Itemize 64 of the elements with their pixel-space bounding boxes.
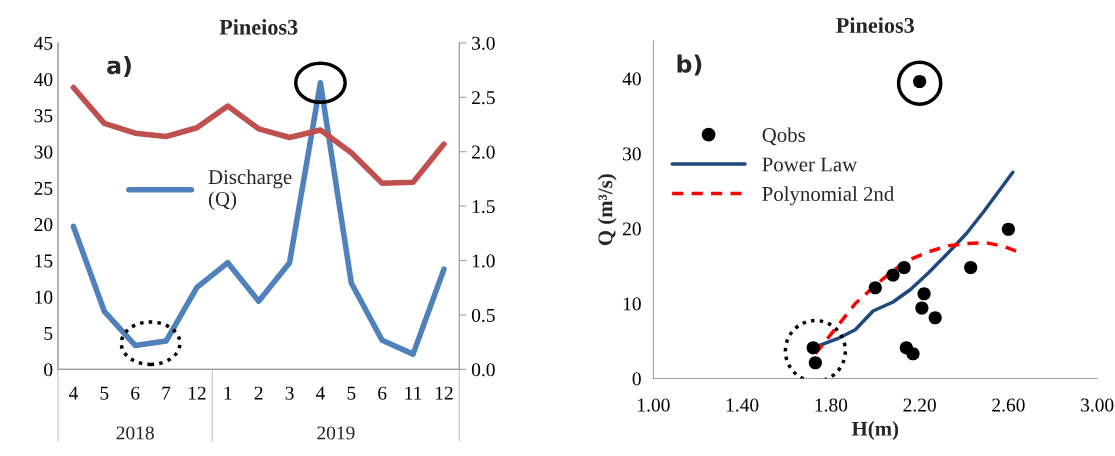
y2-tick-label: 3.0 — [472, 36, 495, 50]
legend-label: Polynomial 2nd — [762, 186, 894, 206]
point — [964, 260, 978, 275]
x-tick-label: 3.00 — [1081, 398, 1114, 412]
x-axis-title: H(m) — [851, 421, 899, 441]
x-tick-label: 7 — [162, 386, 171, 400]
legend-label: Power Law — [762, 157, 858, 172]
y2-tick-label: 0.5 — [471, 308, 495, 322]
x-tick-label: 5 — [347, 386, 356, 400]
y-tick-label: 15 — [35, 254, 53, 268]
y2-tick-label: 0.0 — [471, 363, 495, 377]
y-tick-label: 45 — [34, 36, 53, 50]
chart-title: Pineios3 — [219, 19, 298, 35]
y2-tick-label: 2.0 — [472, 145, 495, 159]
annotation: b) — [677, 54, 702, 76]
x-tick-label: 4 — [315, 386, 325, 400]
x-tick-label: 2 — [254, 386, 263, 400]
x-tick-label: 12 — [188, 386, 206, 400]
text: 2019 — [317, 426, 355, 440]
chart-title: Pineios3 — [836, 17, 915, 33]
y-tick-label: 30 — [34, 145, 53, 159]
text: 2018 — [116, 426, 154, 440]
y-tick-label: 30 — [623, 147, 641, 161]
x-tick-label: 2.60 — [992, 398, 1025, 412]
x-tick-label: 1.40 — [726, 398, 759, 412]
legend-label: Discharge (Q) — [208, 169, 292, 211]
y-tick-label: 5 — [44, 327, 53, 341]
point — [917, 287, 931, 301]
x-tick-label: 1.80 — [815, 398, 848, 412]
point — [906, 347, 920, 361]
x-tick-label: 3 — [285, 386, 294, 400]
point — [808, 356, 822, 370]
point — [886, 268, 900, 282]
y-tick-label: 25 — [34, 181, 53, 195]
y-tick-label: 20 — [622, 222, 641, 236]
x-tick-label: 1 — [224, 386, 232, 400]
y-tick-label: 10 — [35, 290, 53, 304]
point — [897, 260, 911, 275]
y-tick-label: 40 — [34, 72, 53, 87]
annotation: a) — [107, 55, 131, 77]
point — [806, 341, 820, 355]
x-tick-label: 12 — [435, 386, 453, 400]
x-tick-label: 11 — [405, 386, 422, 400]
y-tick-label: 35 — [34, 109, 53, 123]
x-tick-label: 6 — [378, 386, 387, 400]
point — [868, 281, 882, 295]
y2-tick-label: 1.5 — [472, 200, 495, 214]
y-tick-label: 10 — [623, 297, 641, 311]
x-tick-label: 4 — [68, 386, 78, 400]
x-tick-label: 5 — [100, 386, 109, 400]
point — [1001, 222, 1015, 236]
point — [915, 301, 929, 315]
y-tick-label: 0 — [44, 363, 53, 377]
y-axis-title: Q (m³/s) — [597, 174, 617, 246]
y-tick-label: 20 — [34, 218, 53, 232]
x-tick-label: 6 — [131, 386, 140, 400]
y-tick-label: 40 — [622, 72, 641, 86]
y2-tick-label: 1.0 — [472, 254, 495, 268]
x-tick-label: 2.20 — [903, 398, 936, 412]
point — [928, 311, 942, 325]
y2-tick-label: 2.5 — [472, 91, 495, 105]
y-tick-label: 0 — [632, 372, 641, 386]
x-tick-label: 1.00 — [638, 398, 670, 412]
legend-label: Qobs — [762, 127, 805, 146]
